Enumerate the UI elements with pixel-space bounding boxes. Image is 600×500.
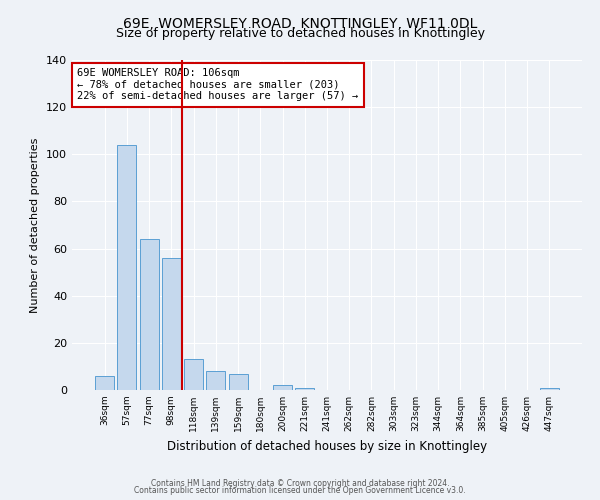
Bar xyxy=(162,258,181,390)
Text: 69E WOMERSLEY ROAD: 106sqm
← 78% of detached houses are smaller (203)
22% of sem: 69E WOMERSLEY ROAD: 106sqm ← 78% of deta… xyxy=(77,68,358,102)
Bar xyxy=(540,388,559,390)
Bar xyxy=(229,374,248,390)
Bar xyxy=(140,239,158,390)
Bar xyxy=(118,145,136,390)
Text: Size of property relative to detached houses in Knottingley: Size of property relative to detached ho… xyxy=(115,28,485,40)
Text: Contains public sector information licensed under the Open Government Licence v3: Contains public sector information licen… xyxy=(134,486,466,495)
Bar xyxy=(273,386,292,390)
X-axis label: Distribution of detached houses by size in Knottingley: Distribution of detached houses by size … xyxy=(167,440,487,452)
Y-axis label: Number of detached properties: Number of detached properties xyxy=(31,138,40,312)
Text: 69E, WOMERSLEY ROAD, KNOTTINGLEY, WF11 0DL: 69E, WOMERSLEY ROAD, KNOTTINGLEY, WF11 0… xyxy=(123,18,477,32)
Bar xyxy=(206,371,225,390)
Text: Contains HM Land Registry data © Crown copyright and database right 2024.: Contains HM Land Registry data © Crown c… xyxy=(151,478,449,488)
Bar xyxy=(95,376,114,390)
Bar xyxy=(295,388,314,390)
Bar xyxy=(184,360,203,390)
